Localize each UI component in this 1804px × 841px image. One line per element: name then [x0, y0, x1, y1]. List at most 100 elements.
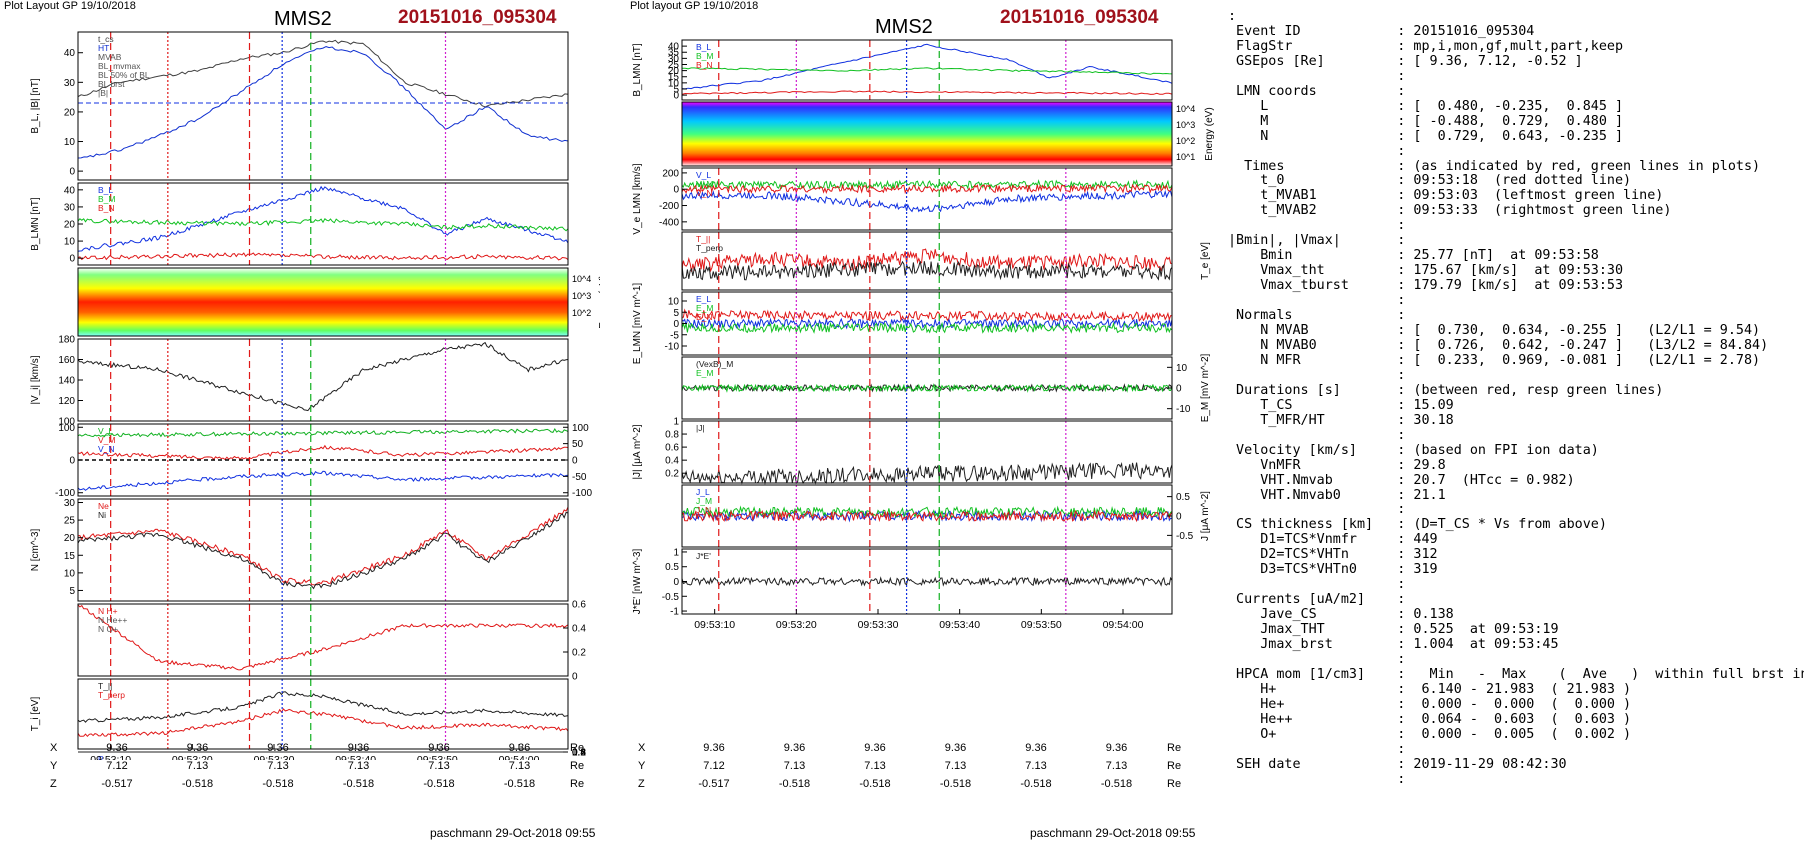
series-V_L: [77, 428, 569, 438]
position-value: -0.518: [342, 778, 375, 790]
y-tick-label: 20: [64, 107, 76, 118]
series-Ni: [77, 511, 569, 590]
y-tick-label: 100: [58, 417, 75, 428]
legend-entry: BL_mvmax: [98, 61, 141, 71]
y-tick-label: 40: [64, 185, 76, 196]
series-B_M: [682, 67, 1173, 75]
series-|J|: [681, 461, 1173, 485]
position-value: -0.518: [1100, 778, 1133, 790]
x-tick-label: 09:53:40: [939, 619, 980, 631]
y-tick-label: 0: [673, 185, 679, 196]
y-tick-label: 5: [69, 586, 75, 597]
y-tick-label: 100: [572, 423, 589, 434]
series-E_N: [682, 308, 1173, 323]
y-tick-label: 10^2: [1176, 136, 1195, 146]
panel-frame: [77, 31, 569, 181]
y-tick-label: 0.5: [1176, 492, 1190, 503]
info-line: HPCA mom [1/cm3] : Min - Max ( Ave ) wit…: [1228, 666, 1804, 682]
y-tick-label: 0.2: [572, 748, 586, 759]
y-tick-label: 30: [64, 498, 76, 509]
panel-frame: [77, 678, 569, 750]
spectrogram: [682, 102, 1172, 166]
legend-entry: BL brst: [98, 79, 125, 89]
position-value: -0.518: [181, 778, 214, 790]
y-axis-label: B_L, |B| [nT]: [30, 78, 41, 133]
y-tick-label: 0: [673, 577, 679, 588]
y-tick-label: 0: [1176, 384, 1182, 395]
y-tick-label: 10^4: [572, 274, 591, 284]
legend-entry: V_M: [696, 179, 713, 189]
legend-entry: V_L: [98, 426, 113, 436]
position-unit: Re: [1167, 742, 1182, 754]
series-N He++: [77, 604, 569, 671]
series-|V_i|: [77, 341, 569, 412]
position-value: 9.36: [944, 742, 967, 754]
position-value: -0.518: [859, 778, 891, 790]
legend-entry: BL 50% of BL: [98, 70, 150, 80]
position-unit: Re: [1167, 778, 1182, 790]
info-line: D3=TCS*VHTn0 : 319: [1228, 562, 1438, 578]
y-tick-label: 20: [64, 220, 76, 231]
legend-entry: B_L: [696, 42, 711, 52]
y-tick-label: 1: [673, 417, 679, 428]
info-line: :: [1228, 293, 1406, 309]
panel-frame: [681, 101, 1173, 167]
left-spacecraft-title: MMS2: [274, 8, 332, 30]
info-line: :: [1228, 367, 1406, 383]
position-row-label: Y: [50, 760, 58, 772]
position-value: 7.13: [864, 760, 886, 772]
info-line: CS thickness [km] : (D=T_CS * Vs from ab…: [1228, 517, 1607, 533]
legend-entry: V_N: [98, 444, 115, 454]
y-tick-label: 200: [662, 168, 679, 179]
y-tick-label: 0.6: [572, 748, 586, 759]
info-line: :: [1228, 741, 1406, 757]
legend-entry: |J|: [696, 423, 705, 433]
legend-entry: J_M: [696, 496, 712, 506]
position-value: 7.13: [1025, 760, 1047, 772]
right-header: Plot layout GP 19/10/2018: [630, 0, 759, 12]
legend-entry: V_M: [98, 435, 115, 445]
series-B_N: [77, 252, 569, 261]
y-tick-label: 40: [64, 48, 76, 59]
y-tick-label: 10: [64, 568, 76, 579]
position-unit: Re: [1167, 760, 1182, 772]
y-tick-label: 0: [572, 456, 578, 467]
legend-entry: T_||: [696, 234, 710, 244]
y-tick-label: 0: [673, 91, 679, 102]
y-axis-label: |J| [μA m^-2]: [632, 424, 643, 479]
position-value: 7.13: [428, 760, 450, 772]
position-value: 9.36: [508, 742, 531, 754]
info-line: Durations [s] : (between red, resp green…: [1228, 382, 1664, 398]
legend-entry: N O+: [98, 624, 118, 634]
info-line: :: [1228, 68, 1406, 84]
info-line: D1=TCS*Vnmfr : 449: [1228, 532, 1438, 548]
position-value: 9.36: [347, 742, 370, 754]
position-value: 9.36: [1105, 742, 1128, 754]
y-axis-label: E_LMN [mV m^-1]: [632, 283, 643, 365]
info-line: Times : (as indicated by red, green line…: [1228, 158, 1761, 174]
position-value: -0.517: [101, 778, 133, 790]
x-tick-label: 09:54:00: [499, 754, 540, 760]
y-axis-label: J [μA m^-2]: [1200, 491, 1211, 541]
info-line: Jmax_THT : 0.525 at 09:53:19: [1228, 622, 1559, 638]
y-tick-label: 10: [1176, 363, 1188, 374]
legend-entry: E_L: [696, 294, 711, 304]
panel-frame: [681, 39, 1173, 101]
legend-entry: E_M: [696, 368, 713, 378]
series-E_M: [681, 321, 1173, 334]
legend-entry: (VexB)_M: [696, 359, 733, 369]
x-tick-label: 09:53:20: [172, 754, 213, 760]
x-tick-label: 09:53:20: [776, 619, 817, 631]
series-Ne: [77, 506, 569, 586]
left-footer: paschmann 29-Oct-2018 09:55: [430, 826, 596, 840]
series-E_M: [681, 383, 1173, 393]
panel-frame: [77, 498, 569, 602]
position-value: -0.518: [423, 778, 455, 790]
position-value: 9.36: [783, 742, 806, 754]
y-tick-label: 5: [673, 308, 679, 319]
info-line: Vmax_tburst : 179.79 [km/s] at 09:53:53: [1228, 278, 1624, 294]
info-line: N MVAB : [ 0.730, 0.634, -0.255 ] (L2/L1…: [1228, 323, 1761, 339]
y-tick-label: 0.4: [665, 456, 679, 467]
right-spacecraft-title: MMS2: [875, 16, 933, 38]
info-line: N MFR : [ 0.233, 0.969, -0.081 ] (L2/L1 …: [1228, 352, 1761, 368]
